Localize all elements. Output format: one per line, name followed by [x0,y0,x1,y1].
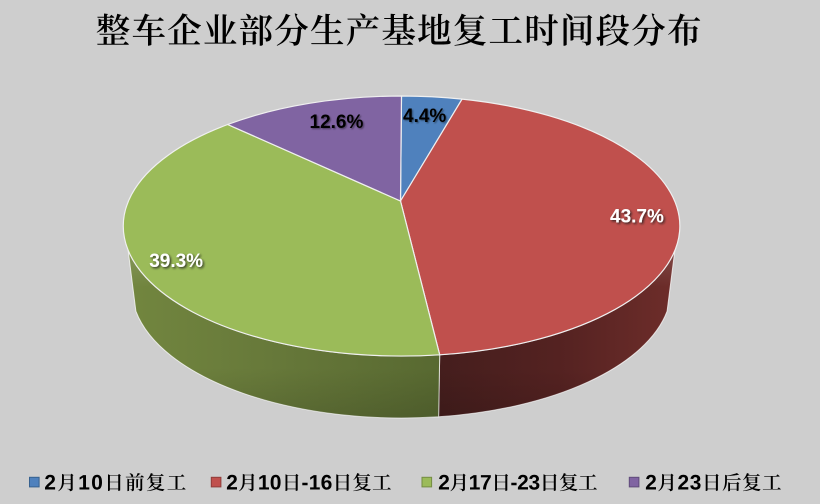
svg-text:12.6%: 12.6% [310,112,364,133]
svg-text:43.7%: 43.7% [610,206,664,227]
svg-text:39.3%: 39.3% [149,251,203,272]
svg-text:4.4%: 4.4% [403,106,446,127]
